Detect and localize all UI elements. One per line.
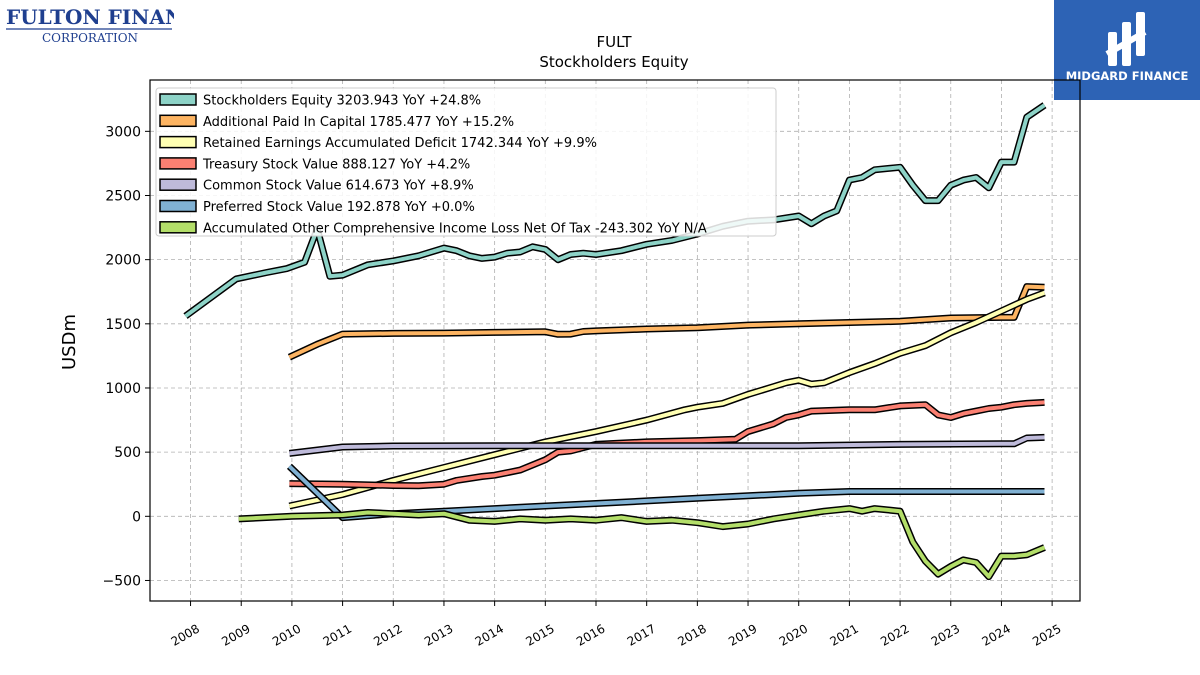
legend-swatch (159, 93, 197, 106)
series-line (288, 289, 1046, 510)
x-tick-label: 2023 (929, 621, 962, 648)
x-tick-label: 2025 (1030, 621, 1063, 648)
x-tick-label: 2011 (321, 621, 354, 648)
x-tick-label: 2015 (523, 621, 556, 648)
legend-swatch (159, 114, 197, 128)
x-tick-label: 2020 (777, 621, 810, 648)
series-line-fill (289, 435, 1045, 456)
x-tick-label: 2009 (219, 621, 252, 648)
legend-entry: Stockholders Equity 3203.943 YoY +24.8% (203, 94, 481, 109)
legend-swatch (159, 199, 197, 213)
series-line-fill (289, 400, 1045, 488)
series-line (288, 433, 1045, 457)
legend-entry: Common Stock Value 614.673 YoY +8.9% (203, 179, 474, 194)
x-tick-label: 2024 (979, 621, 1012, 648)
series-line (238, 505, 1046, 581)
legend-swatch (159, 157, 197, 170)
legend-box (155, 87, 777, 237)
y-tick-label: 1000 (105, 381, 141, 397)
series-line (289, 398, 1045, 490)
series-line (183, 102, 1047, 319)
series-line-outline (288, 289, 1046, 510)
y-tick-label: 500 (114, 445, 141, 461)
series-line-outline (287, 283, 1045, 361)
brand-badge-art: MIDGARD FINANCE (1066, 12, 1189, 83)
series-line-fill (184, 103, 1046, 318)
legend-entry: Retained Earnings Accumulated Deficit 17… (203, 136, 597, 151)
company-logo-line2: CORPORATION (42, 31, 138, 45)
chart-title: FULT (596, 33, 632, 51)
series-line (286, 463, 1045, 522)
x-tick-label: 2014 (473, 621, 506, 648)
x-tick-label: 2021 (827, 621, 860, 648)
series-line (287, 283, 1045, 361)
legend-swatch (159, 221, 197, 234)
series-line-fill (238, 506, 1046, 579)
legend: Stockholders Equity 3203.943 YoY +24.8% A… (155, 87, 777, 237)
x-tick-label: 2019 (726, 621, 759, 648)
legend-entry: Accumulated Other Comprehensive Income L… (203, 221, 707, 236)
x-tick-label: 2016 (574, 621, 607, 648)
x-tick-label: 2010 (270, 621, 303, 648)
legend-swatch (159, 178, 197, 191)
legend-entry: Additional Paid In Capital 1785.477 YoY … (203, 115, 514, 130)
y-tick-label: 1500 (105, 317, 141, 333)
series-layer (183, 102, 1047, 581)
legend-swatch (159, 135, 197, 149)
plot-frame (149, 79, 1081, 602)
company-logo-line1: FULTON FINANCIAL (6, 5, 174, 29)
x-axis-ticks: 2008 2009 2010 2011 2012 2013 2014 2015 2016 2017… (169, 601, 1064, 649)
company-logo: FULTON FINANCIAL CORPORATION (6, 5, 174, 45)
series-line-fill (288, 284, 1045, 360)
legend-entry: Treasury Stock Value 888.127 YoY +4.2% (202, 157, 470, 172)
x-tick-label: 2012 (371, 621, 404, 648)
brand-badge-label: MIDGARD FINANCE (1066, 69, 1189, 83)
y-tick-label: 2000 (105, 253, 141, 269)
y-axis-ticks: −500 0 500 1000 1500 2000 2500 3000 (103, 124, 150, 589)
x-tick-label: 2022 (878, 621, 911, 648)
y-tick-label: 0 (132, 509, 141, 525)
y-tick-label: 3000 (105, 124, 141, 140)
x-tick-label: 2018 (675, 621, 708, 648)
x-tick-label: 2017 (625, 621, 658, 648)
brand-badge: MIDGARD FINANCE (1054, 0, 1200, 100)
y-tick-label: 2500 (105, 188, 141, 204)
y-tick-label: −500 (103, 573, 141, 589)
series-line-fill (288, 290, 1046, 508)
y-axis-label: USDm (59, 314, 80, 370)
x-tick-label: 2013 (422, 621, 455, 648)
x-tick-label: 2008 (169, 621, 202, 648)
legend-entry: Preferred Stock Value 192.878 YoY +0.0% (203, 200, 475, 215)
chart-subtitle: Stockholders Equity (539, 53, 688, 71)
brand-logo-icon (1105, 12, 1147, 66)
